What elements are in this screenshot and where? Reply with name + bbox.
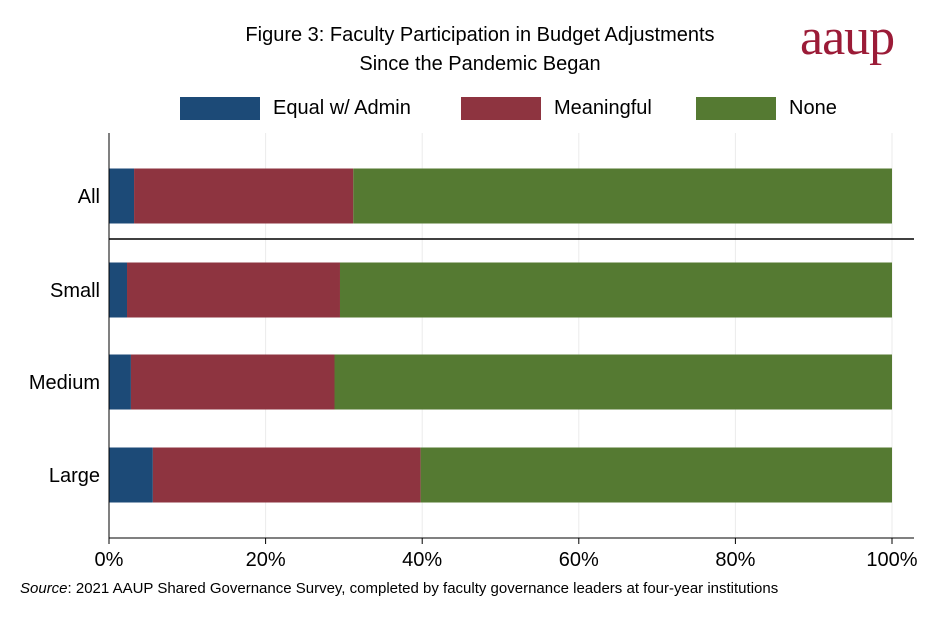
- bar-small-none: [339, 262, 892, 318]
- bar-large-meaningful: [152, 447, 421, 503]
- chart-title-line2: Since the Pandemic Began: [359, 53, 601, 75]
- y-tick-label: Medium: [29, 372, 100, 394]
- bar-all-none: [353, 168, 892, 224]
- legend-label-none: None: [789, 97, 837, 119]
- bar-small-meaningful: [127, 262, 340, 318]
- aaup-logo: aaup: [800, 9, 895, 66]
- bar-medium-equal: [109, 354, 131, 410]
- legend-label-meaningful: Meaningful: [554, 97, 652, 119]
- x-tick-label: 20%: [246, 549, 286, 571]
- bar-small-equal: [109, 262, 128, 318]
- source-text: : 2021 AAUP Shared Governance Survey, co…: [67, 580, 779, 597]
- legend-swatch-none: [696, 97, 776, 120]
- bar-all-equal: [109, 168, 135, 224]
- legend-swatch-meaningful: [461, 97, 541, 120]
- bar-all-meaningful: [134, 168, 354, 224]
- bar-large-equal: [109, 447, 153, 503]
- chart-title-line1: Figure 3: Faculty Participation in Budge…: [245, 24, 715, 46]
- source-label: Source: [20, 580, 68, 597]
- x-tick-label: 0%: [95, 549, 124, 571]
- x-tick-label: 60%: [559, 549, 599, 571]
- x-tick-label: 80%: [715, 549, 755, 571]
- y-tick-label: Large: [49, 465, 100, 487]
- legend-label-equal: Equal w/ Admin: [273, 97, 411, 119]
- bar-large-none: [420, 447, 892, 503]
- y-tick-label: Small: [50, 280, 100, 302]
- bar-medium-meaningful: [130, 354, 335, 410]
- legend-swatch-equal: [180, 97, 260, 120]
- x-tick-label: 100%: [866, 549, 917, 571]
- x-tick-label: 40%: [402, 549, 442, 571]
- y-tick-label: All: [78, 186, 100, 208]
- source-note: Source: 2021 AAUP Shared Governance Surv…: [20, 580, 778, 597]
- bar-medium-none: [334, 354, 892, 410]
